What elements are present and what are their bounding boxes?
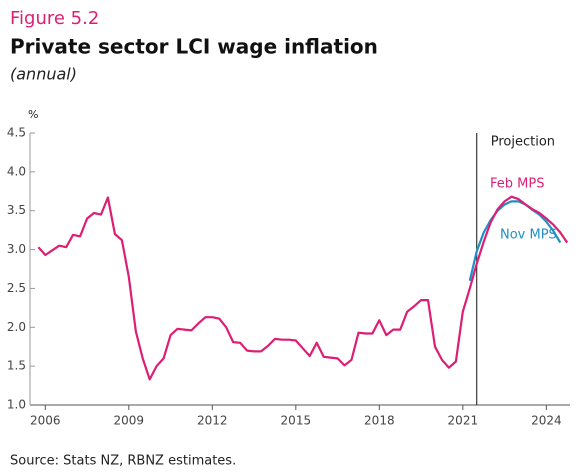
x-tick-label: 2021 xyxy=(448,414,479,428)
x-tick-label: 2009 xyxy=(114,414,145,428)
y-tick-label: 3.0 xyxy=(7,242,26,256)
series-label: Feb MPS xyxy=(490,177,544,192)
chart-title: Private sector LCI wage inflation xyxy=(10,35,378,59)
x-tick-label: 2015 xyxy=(281,414,312,428)
y-tick-label: 3.5 xyxy=(7,203,26,217)
series-line xyxy=(468,200,562,281)
source: Source: Stats NZ, RBNZ estimates. xyxy=(10,454,236,469)
y-unit: % xyxy=(28,108,38,121)
y-tick-label: 4.5 xyxy=(7,126,26,140)
x-tick-label: 2006 xyxy=(30,414,61,428)
y-tick-label: 1.5 xyxy=(7,359,26,373)
y-tick-label: 2.5 xyxy=(7,281,26,295)
projection-label: Projection xyxy=(491,135,555,150)
figure-label: Figure 5.2 xyxy=(10,8,99,29)
series-line xyxy=(37,195,569,381)
y-tick-label: 4.0 xyxy=(7,164,26,178)
x-tick-label: 2018 xyxy=(364,414,395,428)
y-tick-label: 2.0 xyxy=(7,320,26,334)
x-tick-label: 2012 xyxy=(197,414,228,428)
y-tick-label: 1.0 xyxy=(7,398,26,412)
series-label: Nov MPS xyxy=(500,228,557,243)
x-tick-label: 2024 xyxy=(531,414,562,428)
chart-subtitle: (annual) xyxy=(10,65,77,84)
